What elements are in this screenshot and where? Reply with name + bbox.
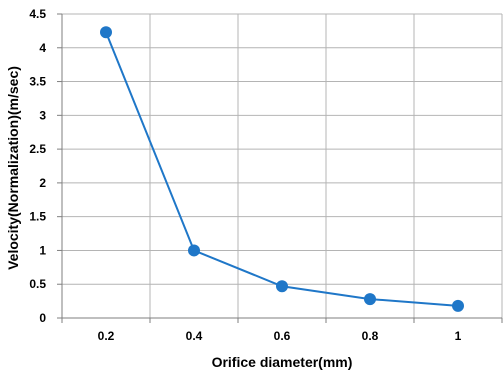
x-axis-title: Orifice diameter(mm) [212,354,353,370]
y-tick-label: 1.5 [29,210,46,224]
x-tick-labels: 0.2 0.4 0.6 0.8 1 [98,329,462,343]
data-point [364,293,376,306]
data-point [276,280,288,293]
gridlines [62,13,503,318]
y-tick-label: 1 [39,243,46,257]
y-tick-label: 2.5 [29,142,46,156]
x-tick-label: 0.6 [274,329,291,343]
axes [57,13,503,323]
x-tick-label: 1 [455,329,462,343]
y-tick-label: 4 [39,41,46,55]
x-tick-label: 0.2 [98,329,115,343]
y-axis-title: Velocity(Normalization)(m/sec) [5,66,21,270]
data-point [452,299,464,312]
y-tick-labels: 0 0.5 1 1.5 2 2.5 3 3.5 4 4.5 [29,7,46,325]
series-layer [100,26,464,312]
y-tick-label: 0.5 [29,277,46,291]
y-tick-label: 3.5 [29,75,46,89]
y-tick-label: 0 [39,311,46,325]
data-point [100,26,112,39]
series-line [105,31,459,307]
y-tick-label: 3 [39,108,46,122]
y-tick-label: 4.5 [29,7,46,21]
data-point [188,244,200,257]
x-tick-label: 0.8 [362,329,379,343]
x-tick-label: 0.4 [186,329,203,343]
y-tick-label: 2 [39,176,46,190]
